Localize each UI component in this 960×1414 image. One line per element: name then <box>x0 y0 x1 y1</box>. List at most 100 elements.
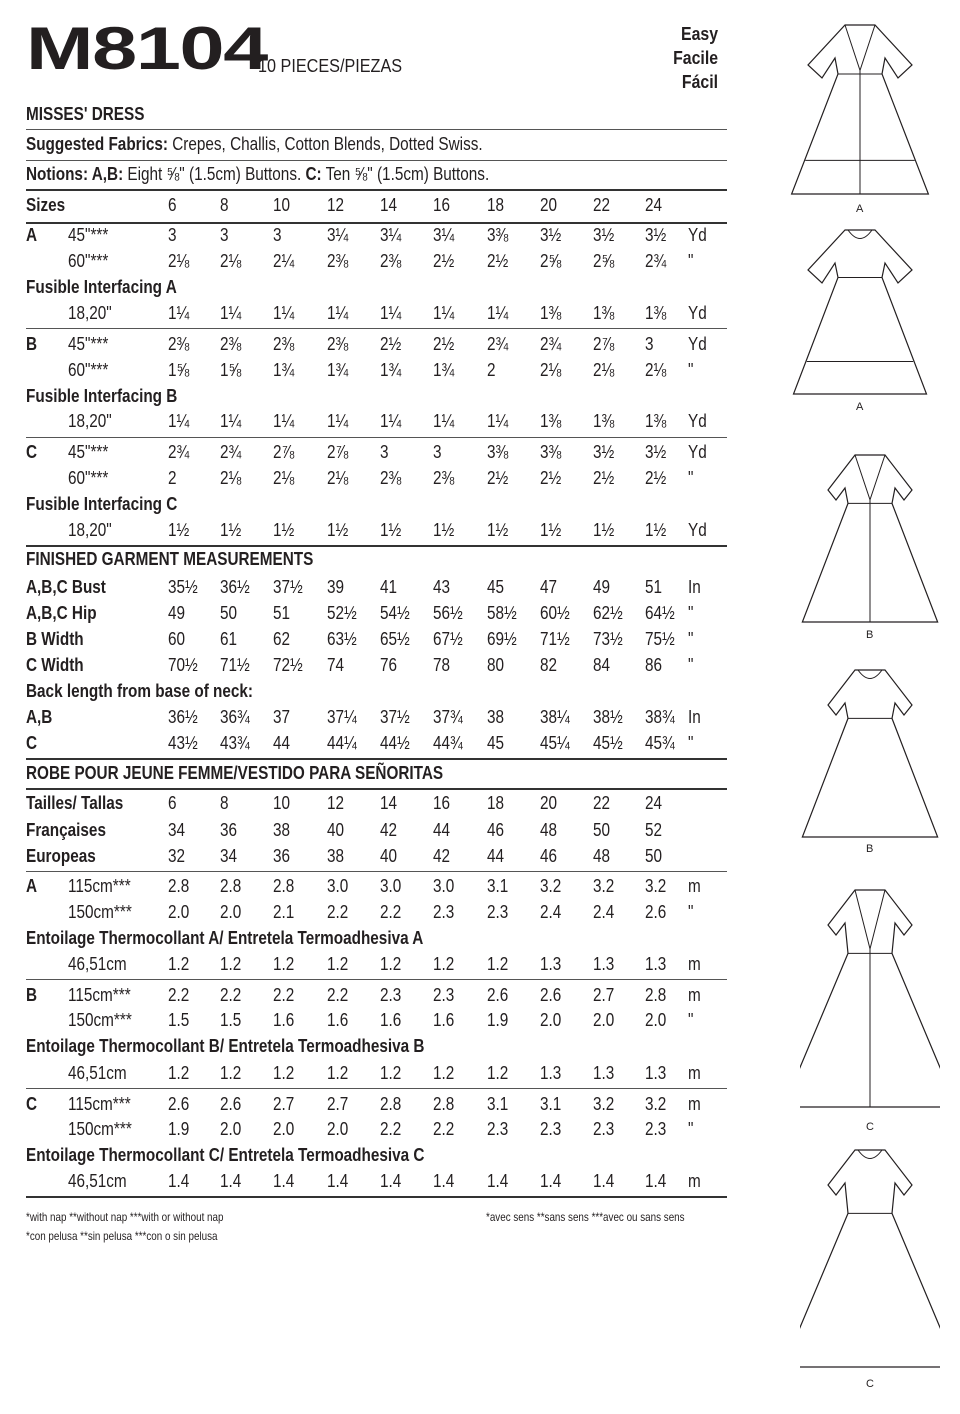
piece-count: 10 PIECES/PIEZAS <box>258 56 403 76</box>
row-label: C <box>26 1094 38 1114</box>
row-label: B <box>26 985 38 1005</box>
value-cell: 2.2 <box>380 902 402 922</box>
value-cell: 2¾ <box>645 251 667 271</box>
value-cell: 64½ <box>645 603 675 623</box>
interfacing-label: Entoilage Thermocollant C/ Entretela Ter… <box>26 1145 425 1165</box>
value-cell: 1¼ <box>168 303 190 323</box>
value-cell: 6 <box>168 195 177 215</box>
value-cell: 3.1 <box>540 1094 562 1114</box>
value-cell: 2.0 <box>220 1119 242 1139</box>
value-cell: 2.3 <box>593 1119 615 1139</box>
value-cell: 2⅛ <box>327 468 349 488</box>
row-width: 150cm*** <box>68 902 132 922</box>
value-cell: 62½ <box>593 603 623 623</box>
value-cell: 44¼ <box>327 733 357 753</box>
value-cell: 12 <box>327 195 345 215</box>
unit-cell: " <box>688 603 694 623</box>
row-width: 115cm*** <box>68 876 131 896</box>
value-cell: 1¾ <box>273 360 295 380</box>
row-width: 45"*** <box>68 334 109 354</box>
value-cell: 44¾ <box>433 733 463 753</box>
value-cell: 20 <box>540 195 558 215</box>
value-cell: 50 <box>645 846 663 866</box>
value-cell: 24 <box>645 793 663 813</box>
value-cell: 45½ <box>593 733 623 753</box>
value-cell: 39 <box>327 577 345 597</box>
row-label: Sizes <box>26 195 66 215</box>
value-cell: 3½ <box>540 225 562 245</box>
value-cell: 2.2 <box>273 985 295 1005</box>
value-cell: 3 <box>273 225 282 245</box>
value-cell: 44 <box>487 846 505 866</box>
row-width: 18,20" <box>68 411 112 431</box>
view-label: A <box>856 401 864 413</box>
value-cell: 1¼ <box>380 411 402 431</box>
value-cell: 2⅞ <box>273 442 295 462</box>
value-cell: 3.2 <box>593 876 615 896</box>
section-title: ROBE POUR JEUNE FEMME/VESTIDO PARA SEÑOR… <box>26 763 444 783</box>
value-cell: 1.2 <box>220 1063 242 1083</box>
notions-label: Notions: A,B: <box>26 164 124 184</box>
row-label: C Width <box>26 655 84 675</box>
value-cell: 1⅜ <box>645 303 667 323</box>
value-cell: 48 <box>593 846 611 866</box>
value-cell: 78 <box>433 655 451 675</box>
value-cell: 35½ <box>168 577 198 597</box>
value-cell: 2.0 <box>327 1119 349 1139</box>
value-cell: 22 <box>593 195 611 215</box>
value-cell: 2⅜ <box>220 334 242 354</box>
value-cell: 1.2 <box>380 1063 402 1083</box>
value-cell: 34 <box>220 846 238 866</box>
value-cell: 2.0 <box>540 1010 562 1030</box>
difficulty-en: Easy <box>680 24 718 44</box>
value-cell: 1.4 <box>487 1171 509 1191</box>
row-width: 18,20" <box>68 303 112 323</box>
dress-outline <box>792 229 928 395</box>
value-cell: 12 <box>327 793 345 813</box>
value-cell: 2.7 <box>593 985 615 1005</box>
value-cell: 1¼ <box>380 303 402 323</box>
row-label: B <box>26 334 38 354</box>
unit-cell: " <box>688 251 694 271</box>
unit-cell: Yd <box>688 225 707 245</box>
value-cell: 1¼ <box>487 303 509 323</box>
notions-c-label: C: <box>305 164 322 184</box>
value-cell: 2 <box>487 360 496 380</box>
value-cell: 1.4 <box>273 1171 295 1191</box>
value-cell: 2.8 <box>645 985 667 1005</box>
value-cell: 2⅛ <box>645 360 667 380</box>
unit-cell: m <box>688 954 701 974</box>
value-cell: 8 <box>220 793 229 813</box>
row-label: B Width <box>26 629 84 649</box>
value-cell: 2.1 <box>273 902 295 922</box>
notions-ab: Eight ⅝" (1.5cm) Buttons. <box>123 164 306 184</box>
value-cell: 37¼ <box>327 707 357 727</box>
value-cell: 3 <box>433 442 442 462</box>
value-cell: 1½ <box>487 520 509 540</box>
interfacing-label: Entoilage Thermocollant A/ Entretela Ter… <box>26 928 424 948</box>
value-cell: 38 <box>487 707 505 727</box>
value-cell: 3¼ <box>327 225 349 245</box>
value-cell: 1¾ <box>380 360 402 380</box>
value-cell: 1½ <box>380 520 402 540</box>
value-cell: 1.9 <box>487 1010 509 1030</box>
row-label: Tailles/ Tallas <box>26 793 124 813</box>
value-cell: 1.3 <box>540 1063 562 1083</box>
value-cell: 80 <box>487 655 505 675</box>
value-cell: 2.0 <box>273 1119 295 1139</box>
value-cell: 44 <box>433 820 451 840</box>
value-cell: 1.5 <box>168 1010 190 1030</box>
value-cell: 1.2 <box>168 954 190 974</box>
interfacing-label: Fusible Interfacing C <box>26 494 178 514</box>
value-cell: 2⅞ <box>593 334 615 354</box>
value-cell: 1¼ <box>433 303 455 323</box>
neckline <box>857 669 883 679</box>
interfacing-label: Fusible Interfacing B <box>26 386 178 406</box>
value-cell: 2½ <box>487 251 509 271</box>
value-cell: 1¼ <box>220 411 242 431</box>
value-cell: 1.2 <box>327 954 349 974</box>
value-cell: 36 <box>273 846 291 866</box>
value-cell: 1.2 <box>327 1063 349 1083</box>
divider <box>26 1088 727 1089</box>
dress-view-a-illustration <box>792 229 928 395</box>
